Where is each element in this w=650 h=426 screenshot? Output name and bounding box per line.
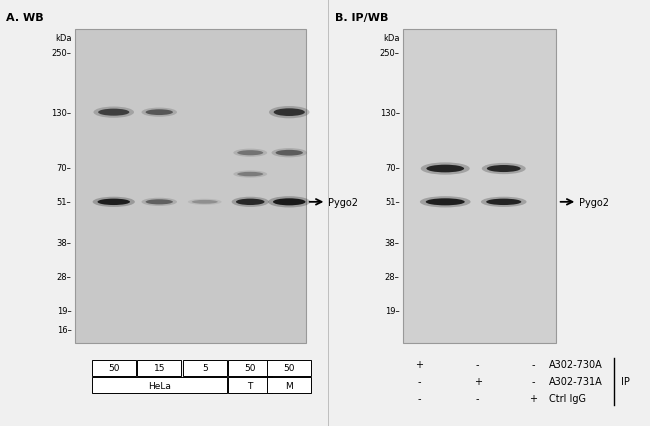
Text: -: - <box>417 376 421 386</box>
Text: 70–: 70– <box>385 164 400 173</box>
Bar <box>92 377 227 393</box>
Text: M: M <box>285 380 293 390</box>
Text: +: + <box>415 359 423 369</box>
Text: 5: 5 <box>202 363 207 373</box>
Ellipse shape <box>188 199 222 205</box>
Text: T: T <box>248 380 253 390</box>
Text: -: - <box>476 359 480 369</box>
Ellipse shape <box>98 199 130 205</box>
Text: 250–: 250– <box>51 49 72 58</box>
Bar <box>267 360 311 376</box>
Text: 70–: 70– <box>57 164 72 173</box>
Ellipse shape <box>268 197 311 208</box>
Ellipse shape <box>276 150 303 156</box>
Text: HeLa: HeLa <box>148 380 171 390</box>
Text: 28–: 28– <box>57 272 72 282</box>
Ellipse shape <box>421 163 470 175</box>
Ellipse shape <box>273 199 306 206</box>
Text: A302-730A: A302-730A <box>549 359 603 369</box>
Bar <box>92 360 136 376</box>
Ellipse shape <box>92 197 135 207</box>
Text: 19–: 19– <box>385 306 400 316</box>
Text: Ctrl IgG: Ctrl IgG <box>549 393 586 403</box>
Text: 28–: 28– <box>385 272 400 282</box>
Ellipse shape <box>237 151 263 156</box>
Bar <box>137 360 181 376</box>
Text: -: - <box>417 393 421 403</box>
Text: A302-731A: A302-731A <box>549 376 603 386</box>
Ellipse shape <box>426 199 465 206</box>
Ellipse shape <box>274 109 305 117</box>
Ellipse shape <box>94 107 134 118</box>
Text: IP: IP <box>621 376 630 386</box>
Bar <box>75 30 306 343</box>
Bar <box>267 377 311 393</box>
Ellipse shape <box>231 197 269 207</box>
Ellipse shape <box>272 149 307 158</box>
Ellipse shape <box>420 197 471 208</box>
Ellipse shape <box>233 171 267 178</box>
Text: 38–: 38– <box>385 238 400 248</box>
Text: 250–: 250– <box>380 49 400 58</box>
Bar <box>183 360 227 376</box>
Bar <box>228 360 272 376</box>
Ellipse shape <box>146 110 173 116</box>
Ellipse shape <box>98 109 129 116</box>
Bar <box>228 377 272 393</box>
Ellipse shape <box>481 197 526 207</box>
Text: Pygo2: Pygo2 <box>328 197 358 207</box>
Text: A. WB: A. WB <box>6 13 44 23</box>
Ellipse shape <box>486 199 521 205</box>
Text: 19–: 19– <box>57 306 72 316</box>
Text: 51–: 51– <box>385 198 400 207</box>
Text: 15: 15 <box>153 363 165 373</box>
Ellipse shape <box>236 199 265 205</box>
Ellipse shape <box>233 149 267 158</box>
Text: 50: 50 <box>244 363 256 373</box>
Text: Pygo2: Pygo2 <box>578 197 608 207</box>
Text: 38–: 38– <box>57 238 72 248</box>
Ellipse shape <box>146 200 173 205</box>
Bar <box>403 30 556 343</box>
Text: -: - <box>476 393 480 403</box>
Text: 16–: 16– <box>57 325 72 335</box>
Text: +: + <box>529 393 537 403</box>
Text: 130–: 130– <box>380 108 400 118</box>
Ellipse shape <box>487 166 521 173</box>
Ellipse shape <box>269 107 309 119</box>
Ellipse shape <box>142 108 177 118</box>
Text: 51–: 51– <box>57 198 72 207</box>
Ellipse shape <box>482 164 526 175</box>
Ellipse shape <box>426 165 464 173</box>
Text: kDa: kDa <box>55 34 72 43</box>
Text: 50: 50 <box>283 363 295 373</box>
Ellipse shape <box>237 173 263 177</box>
Text: -: - <box>531 376 535 386</box>
Text: B. IP/WB: B. IP/WB <box>335 13 388 23</box>
Ellipse shape <box>142 198 177 207</box>
Text: 50: 50 <box>108 363 120 373</box>
Text: 130–: 130– <box>51 108 72 118</box>
Text: +: + <box>474 376 482 386</box>
Ellipse shape <box>192 200 218 204</box>
Text: -: - <box>531 359 535 369</box>
Text: kDa: kDa <box>384 34 400 43</box>
